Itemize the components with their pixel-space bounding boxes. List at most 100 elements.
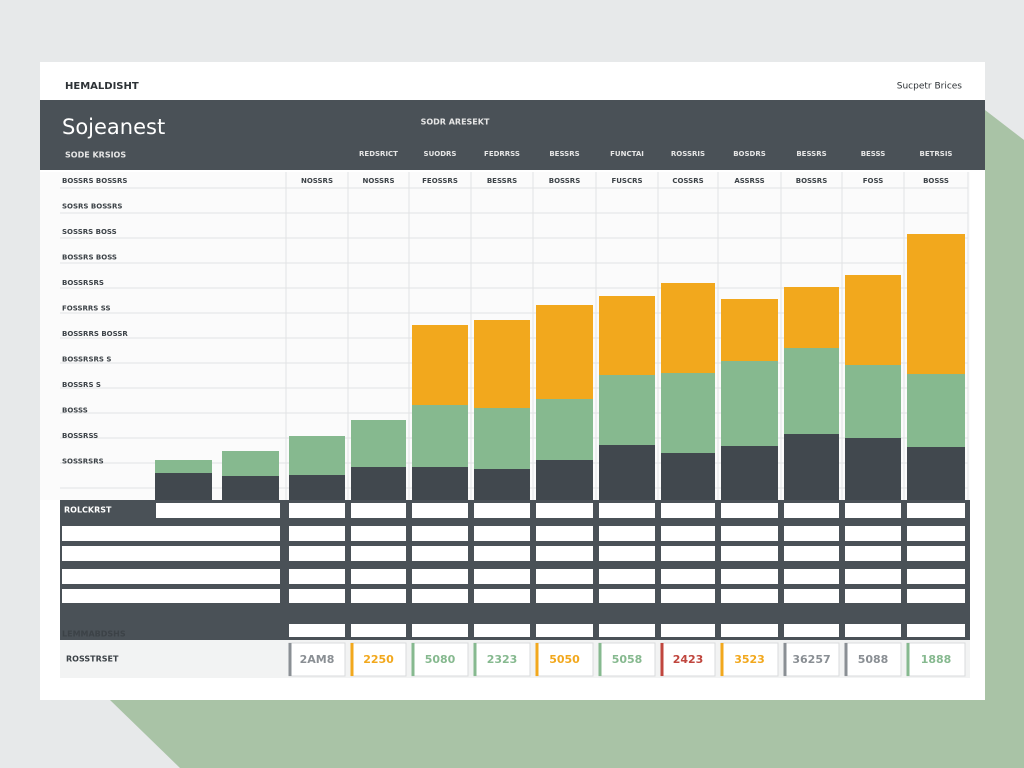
bar-segment bbox=[907, 234, 965, 374]
cell bbox=[474, 569, 530, 584]
bar-segment bbox=[155, 460, 212, 473]
cell bbox=[536, 624, 593, 637]
bar-segment bbox=[474, 320, 530, 408]
cell bbox=[784, 589, 839, 603]
cell bbox=[289, 526, 345, 541]
column-header: FUNCTAI bbox=[610, 150, 644, 158]
cell bbox=[412, 526, 468, 541]
total-box bbox=[473, 642, 531, 677]
total-value: 3523 bbox=[734, 653, 765, 666]
bar-segment bbox=[536, 460, 593, 500]
cell bbox=[412, 546, 468, 561]
cell bbox=[599, 624, 655, 637]
bar-segment bbox=[661, 373, 715, 453]
cell bbox=[907, 503, 965, 518]
cell bbox=[907, 569, 965, 584]
bar-segment bbox=[721, 446, 778, 500]
cell bbox=[412, 589, 468, 603]
row-label: BOSSRSRS bbox=[62, 279, 104, 287]
total-value: 2423 bbox=[673, 653, 704, 666]
cell bbox=[536, 589, 593, 603]
cell bbox=[474, 589, 530, 603]
total-box bbox=[660, 642, 716, 677]
x-tick-label: BESSRS bbox=[487, 177, 517, 185]
cell bbox=[599, 526, 655, 541]
bar-segment bbox=[474, 469, 530, 500]
cell bbox=[412, 624, 468, 637]
cell bbox=[289, 546, 345, 561]
account: Sucpetr Brices bbox=[897, 82, 963, 92]
cell bbox=[784, 569, 839, 584]
bar-segment bbox=[289, 475, 345, 500]
bar-segment bbox=[784, 348, 839, 434]
cell bbox=[845, 503, 901, 518]
cell bbox=[907, 546, 965, 561]
cell bbox=[289, 503, 345, 518]
row-label: FOSSRRS SS bbox=[62, 305, 111, 313]
row-label: SOSSRSRS bbox=[62, 458, 104, 466]
corner-label: SODE KRSIOS bbox=[65, 151, 126, 160]
cell bbox=[62, 569, 280, 584]
total-value: 2323 bbox=[487, 653, 518, 666]
cell bbox=[661, 589, 715, 603]
bar-segment bbox=[907, 447, 965, 500]
row-label: BOSSRSS bbox=[62, 432, 98, 440]
x-tick-label: BOSSRS bbox=[549, 177, 581, 185]
x-tick-label: BOSSRS bbox=[796, 177, 828, 185]
row-label: BOSSRSRS S bbox=[62, 356, 111, 364]
row-label: BOSSRS BOSS bbox=[62, 254, 117, 262]
bar-segment bbox=[784, 434, 839, 500]
bar-segment bbox=[474, 408, 530, 469]
bar-segment bbox=[721, 361, 778, 446]
bar-segment bbox=[721, 299, 778, 361]
bar-segment bbox=[289, 436, 345, 475]
cell bbox=[474, 546, 530, 561]
x-tick-label: NOSSRS bbox=[301, 177, 333, 185]
total-value: 5050 bbox=[549, 653, 580, 666]
total-value: 36257 bbox=[792, 653, 830, 666]
column-header: REDSRICT bbox=[359, 150, 398, 158]
cell bbox=[351, 624, 406, 637]
column-header: BETRSIS bbox=[920, 150, 953, 158]
cell bbox=[784, 624, 839, 637]
cell bbox=[62, 546, 280, 561]
bar-segment bbox=[599, 296, 655, 375]
cell bbox=[289, 624, 345, 637]
cell bbox=[536, 569, 593, 584]
x-tick-label: ASSRSS bbox=[734, 177, 764, 185]
cell bbox=[474, 503, 530, 518]
bar-segment bbox=[907, 374, 965, 447]
bar-segment bbox=[412, 325, 468, 405]
bar-segment bbox=[784, 287, 839, 348]
bar-segment bbox=[536, 305, 593, 399]
x-tick-label: FUSCRS bbox=[611, 177, 642, 185]
total-box bbox=[598, 642, 656, 677]
cell bbox=[907, 624, 965, 637]
total-label: ROSSTRSET bbox=[66, 655, 119, 664]
table-label: ROLCKRST bbox=[64, 506, 112, 515]
x-tick-label: COSSRS bbox=[672, 177, 703, 185]
cell bbox=[289, 589, 345, 603]
bar-segment bbox=[661, 283, 715, 373]
cell bbox=[845, 569, 901, 584]
total-box bbox=[411, 642, 469, 677]
brand: HEMALDISHT bbox=[65, 81, 139, 92]
column-header: SUODRS bbox=[424, 150, 457, 158]
x-tick-label: BOSSS bbox=[923, 177, 949, 185]
bar-segment bbox=[351, 420, 406, 467]
bar-segment bbox=[536, 399, 593, 460]
cell bbox=[62, 526, 280, 541]
cell bbox=[907, 526, 965, 541]
cell bbox=[351, 569, 406, 584]
cell bbox=[845, 546, 901, 561]
subtitle: SODR ARESEKT bbox=[421, 118, 490, 127]
cell bbox=[661, 503, 715, 518]
cell bbox=[536, 503, 593, 518]
x-tick-label: FOSS bbox=[863, 177, 884, 185]
bar-segment bbox=[845, 438, 901, 500]
total-value: 2250 bbox=[363, 653, 394, 666]
cell bbox=[412, 503, 468, 518]
x-tick-label: NOSSRS bbox=[362, 177, 394, 185]
